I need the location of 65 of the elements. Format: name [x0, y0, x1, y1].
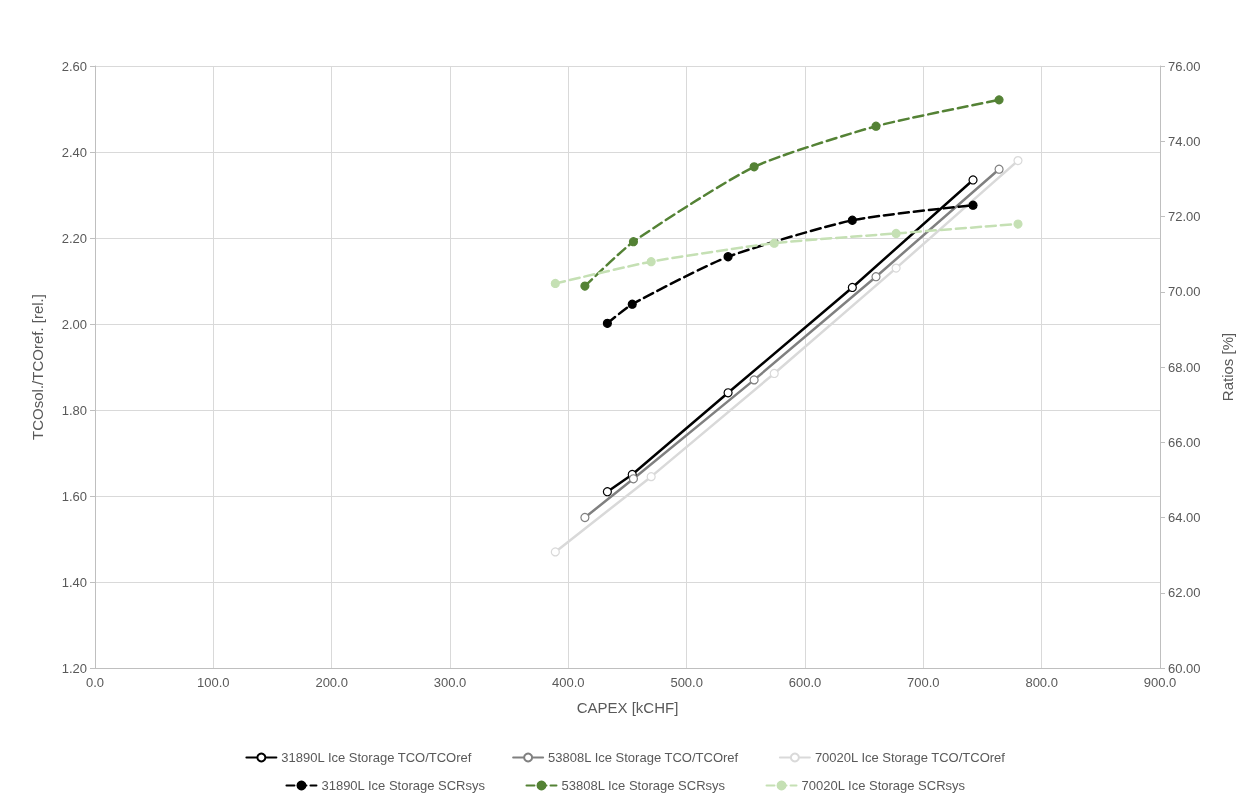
point: [628, 237, 639, 247]
y-tick-label: 1.60: [61, 488, 87, 504]
point: [847, 282, 857, 293]
y2-tick-label: 66.00: [1168, 434, 1201, 450]
point: [646, 472, 656, 482]
point: [871, 121, 881, 131]
point: [891, 263, 901, 273]
y2-tick-label: 64.00: [1168, 510, 1201, 525]
point: [550, 278, 560, 289]
point: [769, 368, 779, 379]
x-tick-label: 600.0: [788, 675, 822, 690]
legend-label: 31890L Ice Storage TCO/TCOref: [281, 750, 472, 765]
point: [602, 318, 612, 328]
point: [723, 388, 733, 398]
point: [891, 228, 901, 239]
x-tick-label: 100.0: [197, 675, 230, 690]
point: [847, 215, 857, 225]
y-tick-label: 2.40: [61, 144, 87, 160]
point: [769, 238, 779, 248]
x-tick-label: 200.0: [315, 675, 348, 690]
y-tick-label: 1.40: [61, 574, 87, 590]
y-tick-label: 2.00: [61, 316, 87, 332]
y2-axis-title: Ratios [%]: [1219, 332, 1236, 402]
point: [550, 547, 560, 557]
x-tick-label: 300.0: [433, 675, 467, 690]
point: [994, 95, 1004, 105]
legend-label: 31890L Ice Storage SCRsys: [321, 778, 486, 793]
x-tick-label: 700.0: [907, 675, 940, 690]
y2-tick-label: 76.00: [1168, 58, 1201, 74]
point: [646, 257, 656, 267]
y-tick-label: 1.80: [61, 402, 87, 418]
point: [1013, 219, 1023, 229]
y2-tick-label: 62.00: [1168, 585, 1201, 601]
x-tick-label: 500.0: [670, 675, 703, 690]
y2-tick-label: 72.00: [1168, 209, 1201, 224]
legend-label: 70020L Ice Storage TCO/TCOref: [814, 750, 1006, 765]
legend-label: 70020L Ice Storage SCRsys: [801, 778, 966, 793]
point: [602, 487, 612, 497]
point: [580, 512, 590, 523]
point: [580, 281, 590, 291]
legend-label: 53808L Ice Storage TCO/TCOref: [548, 750, 739, 765]
legend-label: 53808L Ice Storage SCRsys: [561, 778, 726, 793]
y-tick-label: 2.60: [61, 58, 87, 74]
point: [1013, 156, 1023, 166]
point: [627, 299, 637, 309]
point: [871, 272, 881, 282]
y2-tick-label: 74.00: [1168, 133, 1201, 149]
x-tick-label: 900.0: [1143, 675, 1177, 690]
point: [968, 175, 978, 185]
y2-tick-label: 60.00: [1168, 660, 1201, 676]
point: [628, 474, 639, 484]
x-tick-label: 0.0: [85, 675, 105, 690]
y-tick-label: 2.20: [61, 230, 87, 246]
point: [749, 375, 759, 385]
x-tick-label: 400.0: [552, 675, 585, 690]
point: [968, 200, 978, 210]
y-tick-label: 1.20: [61, 660, 87, 676]
point: [994, 164, 1004, 174]
x-axis-title: CAPEX [kCHF]: [576, 699, 679, 716]
y2-tick-label: 68.00: [1168, 359, 1201, 375]
x-tick-label: 800.0: [1025, 675, 1058, 690]
y-axis-title: TCOsol./TCOref. [rel.]: [29, 294, 46, 440]
y2-tick-label: 70.00: [1168, 284, 1201, 300]
point: [749, 162, 759, 172]
point: [723, 252, 733, 262]
